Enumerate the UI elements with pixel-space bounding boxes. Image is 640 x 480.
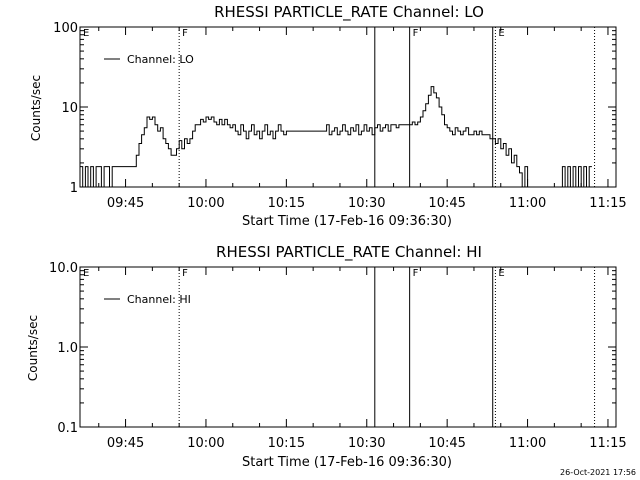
hi-event-marker-label: E [498, 268, 504, 279]
lo-x-axis-label: Start Time (17-Feb-16 09:36:30) [242, 214, 452, 229]
lo-channel-panel: RHESSI PARTICLE_RATE Channel: LO Counts/… [29, 3, 627, 229]
hi-event-marker-label: F [413, 268, 419, 279]
lo-x-tick-label: 11:00 [509, 196, 546, 211]
lo-chart-title: RHESSI PARTICLE_RATE Channel: LO [214, 3, 484, 22]
hi-y-tick-label: 10.0 [49, 261, 78, 276]
lo-x-tick-label: 10:15 [268, 196, 305, 211]
lo-legend-label: Channel: LO [127, 53, 194, 66]
hi-channel-panel: RHESSI PARTICLE_RATE Channel: HI Counts/… [26, 243, 627, 470]
lo-event-marker-label: E [498, 28, 504, 39]
hi-event-marker-label: E [83, 268, 89, 279]
hi-x-tick-label: 10:45 [428, 436, 465, 451]
lo-x-tick-label: 10:00 [187, 196, 224, 211]
lo-x-tick-label: 10:45 [428, 196, 465, 211]
hi-chart-title: RHESSI PARTICLE_RATE Channel: HI [216, 243, 482, 262]
hi-x-tick-label: 11:15 [589, 436, 626, 451]
lo-legend: Channel: LO [104, 53, 194, 66]
hi-event-marker-label: F [182, 268, 188, 279]
lo-y-tick-label: 100 [53, 21, 78, 36]
hi-x-tick-label: 10:15 [268, 436, 305, 451]
lo-event-marker-label: E [83, 28, 89, 39]
hi-y-axis-label: Counts/sec [26, 315, 40, 381]
hi-x-tick-label: 10:00 [187, 436, 224, 451]
hi-plot-frame [79, 266, 617, 428]
lo-y-tick-label: 10 [61, 101, 78, 116]
hi-y-tick-label: 0.1 [57, 421, 78, 436]
hi-x-tick-label: 11:00 [509, 436, 546, 451]
hi-x-axis-label: Start Time (17-Feb-16 09:36:30) [242, 455, 452, 470]
lo-plot-frame [79, 26, 617, 188]
hi-x-tick-label: 09:45 [107, 436, 144, 451]
hi-y-tick-label: 1.0 [57, 341, 78, 356]
generation-timestamp: 26-Oct-2021 17:56 [560, 468, 636, 477]
hi-x-tick-label: 10:30 [348, 436, 385, 451]
lo-event-marker-label: F [413, 28, 419, 39]
lo-series-line [80, 86, 592, 188]
lo-event-marker-label: F [182, 28, 188, 39]
hi-legend-label: Channel: HI [127, 293, 191, 306]
lo-x-tick-label: 10:30 [348, 196, 385, 211]
lo-x-tick-label: 11:15 [589, 196, 626, 211]
lo-y-axis-label: Counts/sec [29, 75, 43, 141]
lo-x-tick-label: 09:45 [107, 196, 144, 211]
lo-y-tick-label: 1 [70, 181, 78, 196]
hi-legend: Channel: HI [104, 293, 191, 306]
